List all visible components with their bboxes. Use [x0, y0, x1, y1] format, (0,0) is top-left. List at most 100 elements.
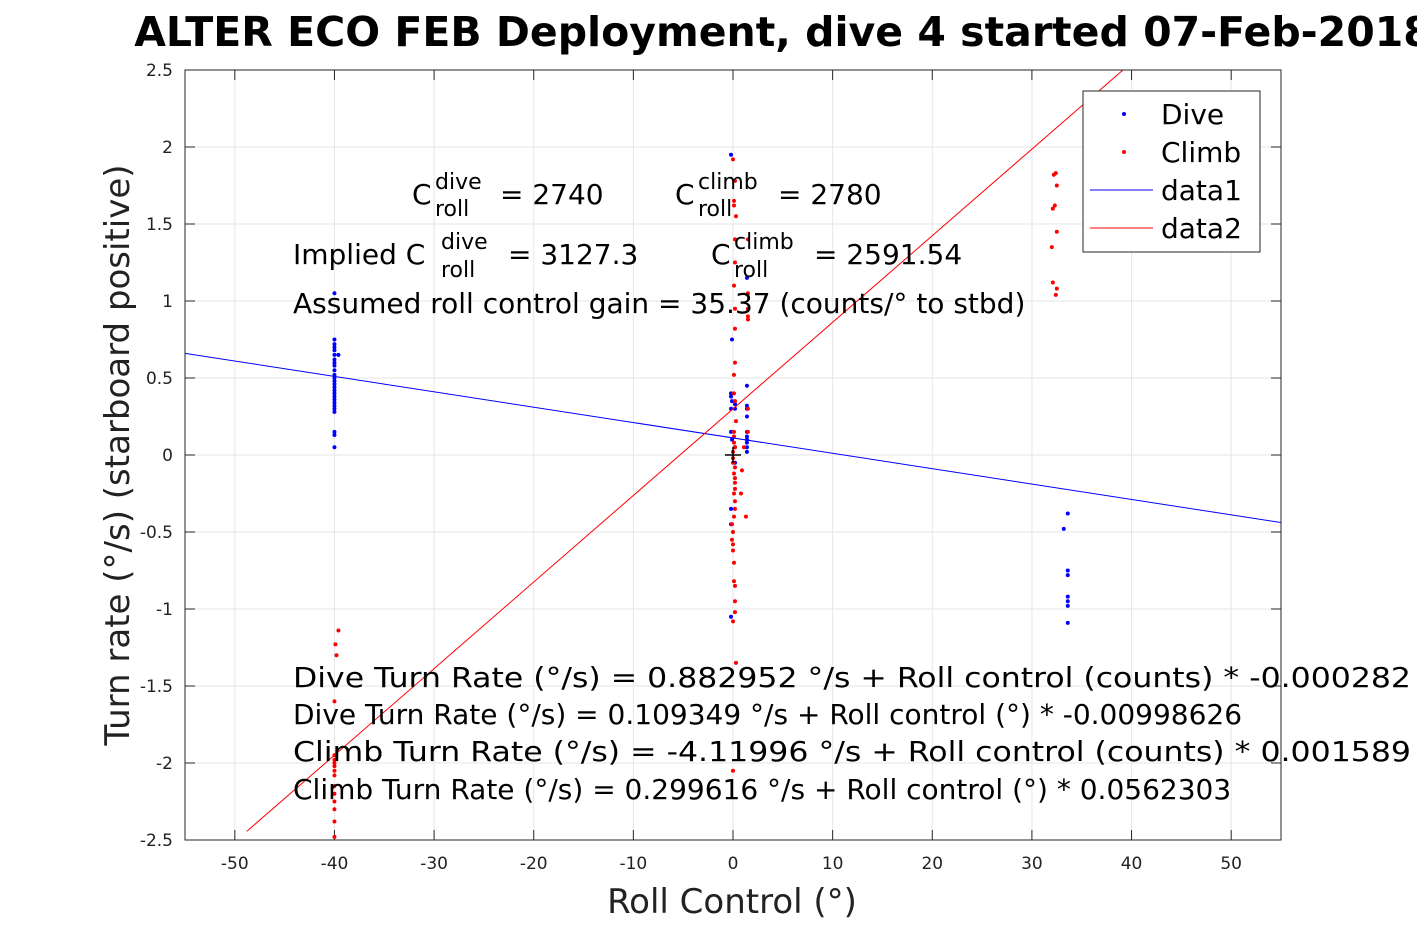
dive-point — [744, 403, 749, 408]
dive-point — [332, 357, 337, 362]
climb-point — [731, 542, 735, 547]
climb-point — [1054, 183, 1059, 188]
dive-point — [332, 382, 337, 387]
climb-point — [332, 819, 337, 824]
c-dive-sub: roll — [435, 197, 469, 222]
climb-point — [1049, 245, 1054, 250]
climb-point — [731, 372, 736, 377]
climb-point — [732, 499, 737, 504]
legend-entries: Dive Climb data1 data2 — [1090, 98, 1242, 245]
dive-point — [1065, 511, 1070, 516]
annotation-implied-climb: C climb roll = 2591.54 — [711, 230, 962, 283]
climb-point — [738, 491, 743, 496]
dive-point — [1065, 599, 1070, 604]
legend-item-data1: data1 — [1090, 174, 1242, 207]
dive-point — [332, 291, 337, 296]
c-climb-sub: roll — [698, 197, 732, 222]
climb-point — [332, 773, 337, 778]
dive-point — [729, 506, 734, 511]
x-tick-label: 30 — [1021, 854, 1043, 874]
climb-point — [730, 537, 735, 542]
climb-point — [745, 406, 750, 411]
data2-fit-line — [246, 70, 1124, 832]
dive-point — [732, 402, 737, 407]
x-tick-label: 20 — [921, 854, 943, 874]
y-tick-label: 0 — [162, 446, 173, 466]
annotation-c-dive: C dive roll = 2740 — [412, 170, 604, 222]
climb-point — [731, 579, 736, 584]
climb-point — [731, 548, 735, 553]
climb-point — [332, 764, 337, 769]
dive-point — [730, 399, 735, 404]
data-series — [185, 70, 1281, 839]
fit-equation-climb-degrees: Climb Turn Rate (°/s) = 0.299616 °/s + R… — [293, 773, 1231, 806]
dive-point — [744, 434, 749, 439]
c-dive-prefix: C — [412, 178, 432, 211]
legend-label: data1 — [1161, 174, 1242, 207]
x-axis-label: Roll Control (°) — [607, 882, 857, 922]
climb-point — [733, 660, 738, 665]
dive-point — [332, 348, 337, 353]
legend-label: Dive — [1161, 98, 1224, 131]
fit-equation-dive-counts: Dive Turn Rate (°/s) = 0.882952 °/s + Ro… — [293, 661, 1411, 694]
dive-point — [1061, 526, 1066, 531]
climb-point — [732, 506, 737, 511]
fit-equation-dive-degrees: Dive Turn Rate (°/s) = 0.109349 °/s + Ro… — [293, 698, 1242, 731]
climb-point — [332, 799, 337, 804]
dive-point — [744, 275, 749, 280]
climb-point — [732, 306, 737, 311]
x-tick-label: 10 — [822, 854, 844, 874]
dive-point — [332, 409, 337, 414]
climb-point — [745, 237, 750, 242]
y-tick-label: -1 — [156, 600, 173, 620]
climb-point — [732, 445, 737, 450]
climb-point — [731, 491, 736, 496]
series-data1 — [185, 352, 1281, 524]
annotation-implied-dive: Implied C dive roll = 3127.3 — [293, 230, 638, 283]
climb-point — [332, 807, 337, 812]
y-tick-label: -2.5 — [140, 831, 173, 851]
dive-point — [332, 360, 337, 365]
climb-point — [731, 429, 736, 434]
c-climb-value: = 2780 — [778, 178, 882, 211]
climb-point — [732, 360, 737, 365]
climb-point — [731, 514, 736, 519]
climb-point — [332, 768, 337, 773]
annotation-gain: Assumed roll control gain = 35.37 (count… — [293, 287, 1025, 320]
climb-point — [732, 260, 737, 265]
climb-point — [731, 157, 735, 162]
climb-point — [732, 326, 737, 331]
dive-point — [332, 400, 337, 405]
chart-title: ALTER ECO FEB Deployment, dive 4 started… — [134, 8, 1417, 56]
implied-climb-value: = 2591.54 — [814, 238, 962, 271]
climb-point — [745, 429, 750, 434]
dive-point — [729, 152, 734, 157]
climb-point — [732, 237, 737, 242]
climb-point — [1051, 172, 1056, 177]
implied-climb-sup: climb — [734, 230, 794, 255]
x-tick-label: -40 — [321, 854, 349, 874]
legend-box — [1082, 90, 1261, 253]
climb-point — [332, 791, 337, 796]
dive-point — [332, 391, 337, 396]
y-tick-label: -2 — [156, 754, 173, 774]
dive-point — [332, 397, 337, 402]
climb-point — [733, 214, 738, 219]
center-marker — [725, 447, 741, 463]
climb-point — [1054, 229, 1059, 234]
dive-point — [332, 394, 337, 399]
dive-point — [332, 368, 337, 373]
legend-item-data2: data2 — [1090, 212, 1242, 245]
climb-point — [333, 642, 338, 647]
climb-point — [334, 653, 339, 658]
climb-point — [332, 761, 337, 765]
climb-point — [745, 317, 750, 322]
climb-point — [1053, 292, 1058, 297]
x-tick-label: -10 — [619, 854, 647, 874]
dive-point — [744, 414, 749, 419]
dive-point — [332, 352, 337, 357]
dive-point — [332, 403, 337, 408]
climb-point — [731, 560, 736, 565]
climb-point — [336, 628, 341, 633]
